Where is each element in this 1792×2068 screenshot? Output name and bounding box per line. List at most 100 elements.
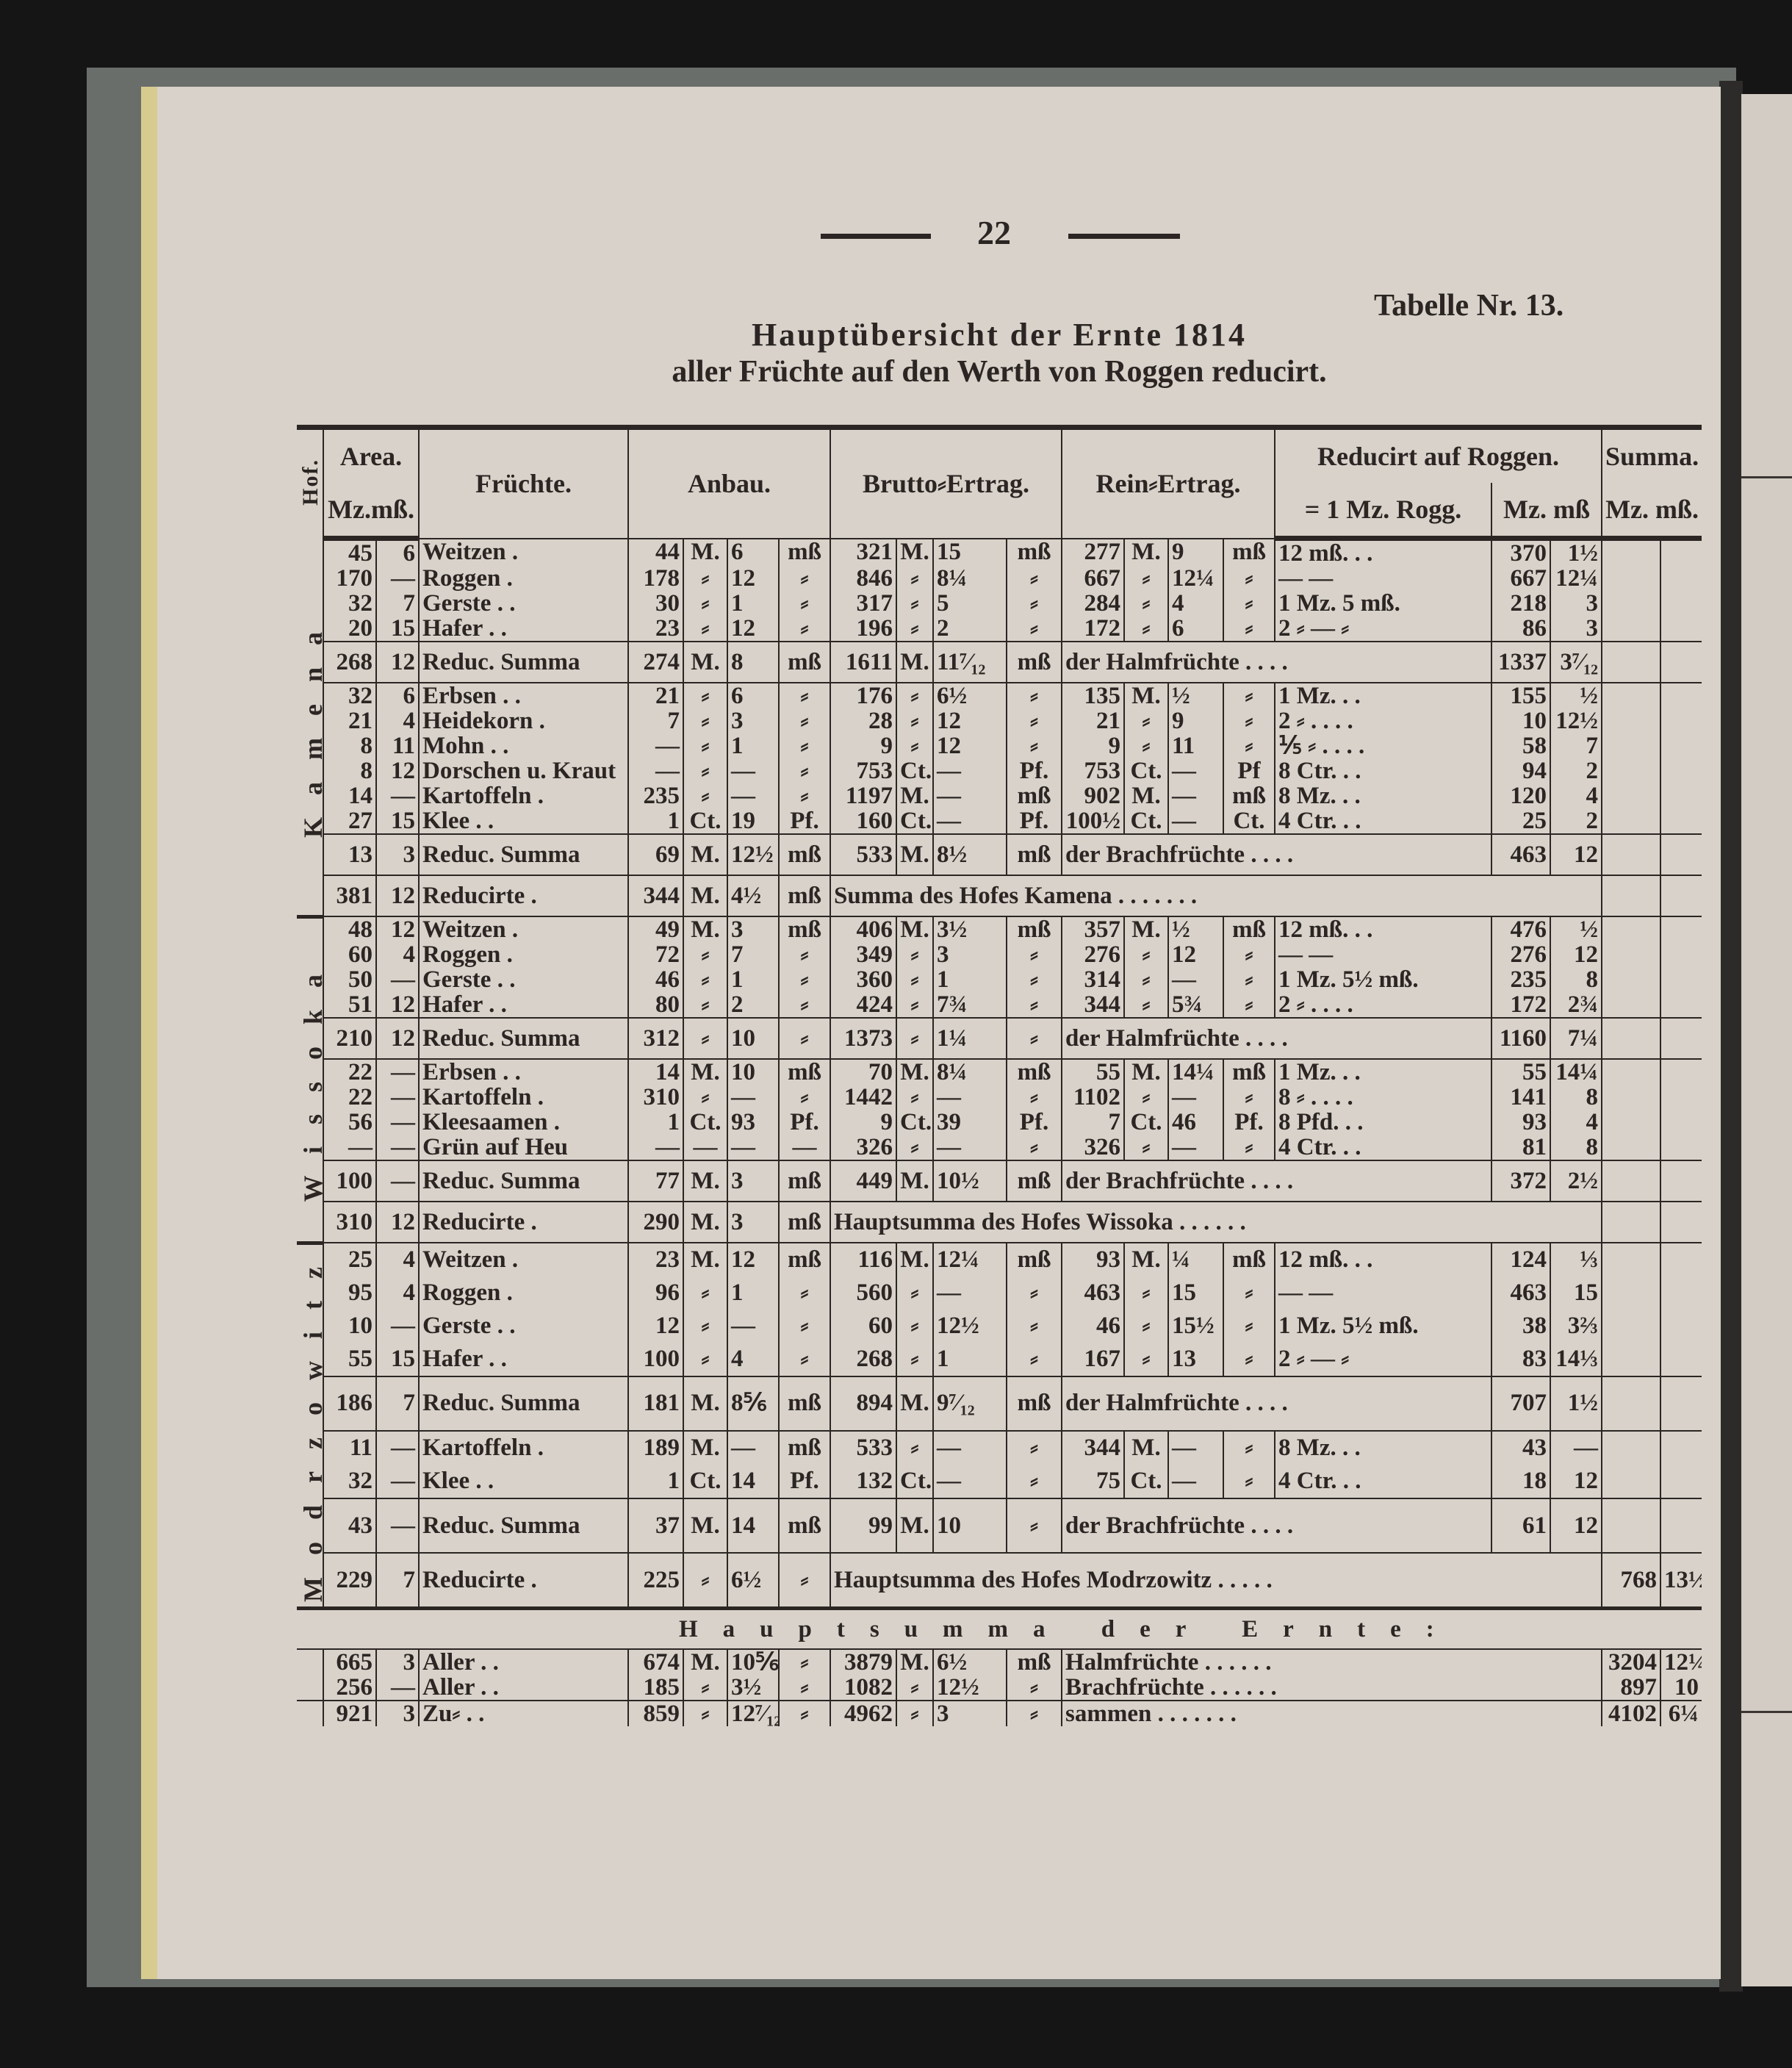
rein-unit: ⸗ <box>1123 967 1168 992</box>
anbau-amount: — <box>627 1135 683 1160</box>
anbau-subunit: ⸗ <box>778 783 830 808</box>
rein-unit: ⸗ <box>1123 1342 1168 1376</box>
reduced-mz: 25 <box>1491 808 1551 834</box>
anbau-subunit: ⸗ <box>778 566 830 591</box>
brutto-unit: ⸗ <box>896 1085 933 1110</box>
rein-subunit: ⸗ <box>1222 992 1275 1018</box>
anbau-amount: 185 <box>627 1675 683 1701</box>
rein-amount: 172 <box>1061 616 1124 642</box>
table-row: 8 12 Dorschen u. Kraut — ⸗ — ⸗ 753 Ct. — Pf. 753 Ct.… <box>297 758 1702 783</box>
crop-name: Erbsen . . <box>418 1058 628 1085</box>
anbau-fraction: 12⁷⁄₁₂ <box>727 1700 779 1727</box>
summa-ms <box>1660 1201 1702 1243</box>
hof-cell: Wissoka <box>297 914 323 1243</box>
reduced-mz: 172 <box>1491 992 1551 1018</box>
brutto-amount: 846 <box>830 566 896 591</box>
reduced-ms: 3⅔ <box>1550 1310 1602 1343</box>
summa-label: Reduc. Summa <box>418 1017 628 1059</box>
anbau-amount: 181 <box>627 1376 683 1431</box>
area-mz: 8 <box>323 733 376 758</box>
brutto-subunit: ⸗ <box>1006 1700 1062 1727</box>
brutto-fraction: 5 <box>932 591 1007 616</box>
rein-subunit: ⸗ <box>1222 1465 1275 1499</box>
anbau-unit: M. <box>683 1648 727 1676</box>
rein-fraction: 15 <box>1167 1277 1223 1310</box>
reduced-mz: 120 <box>1491 783 1551 808</box>
anbau-amount: 23 <box>627 616 683 642</box>
reduced-mz: 235 <box>1491 967 1551 992</box>
anbau-amount: 1 <box>627 808 683 834</box>
brutto-subunit: mß <box>1006 1648 1062 1676</box>
reduced-mz: 463 <box>1491 1277 1551 1310</box>
summa-mz <box>1601 783 1661 808</box>
anbau-unit: ⸗ <box>683 1675 727 1701</box>
anbau-unit: Ct. <box>683 1110 727 1135</box>
summa-mz <box>1601 1135 1661 1160</box>
summa-mz <box>1601 682 1661 708</box>
anbau-amount: 46 <box>627 967 683 992</box>
area-ms: — <box>375 1465 419 1499</box>
anbau-subunit: mß <box>778 537 830 566</box>
summa-ms <box>1660 1058 1702 1085</box>
brutto-unit: ⸗ <box>896 942 933 967</box>
anbau-amount: 344 <box>627 875 683 916</box>
summa-mz <box>1601 1017 1661 1059</box>
brutto-unit: ⸗ <box>896 1017 933 1059</box>
anbau-unit: ⸗ <box>683 1017 727 1059</box>
anbau-unit: ⸗ <box>683 566 727 591</box>
rein-fraction: — <box>1167 1465 1223 1499</box>
reduction-rate: — — <box>1274 566 1492 591</box>
brutto-unit: ⸗ <box>896 566 933 591</box>
hof-total-row: 229 7 Reducirte . 225 ⸗ 6½ ⸗ Hauptsumma des Hof… <box>297 1552 1702 1609</box>
anbau-amount: 44 <box>627 537 683 566</box>
summa-ms <box>1660 1135 1702 1160</box>
rein-amount: 314 <box>1061 967 1124 992</box>
crop-name: Kartoffeln . <box>418 1085 628 1110</box>
rein-amount: 46 <box>1061 1310 1124 1343</box>
rein-amount: 344 <box>1061 1429 1124 1465</box>
summa-ms <box>1660 591 1702 616</box>
anbau-fraction: 4½ <box>727 875 779 916</box>
rein-fraction: 12 <box>1167 942 1223 967</box>
anbau-unit: Ct. <box>683 808 727 834</box>
anbau-fraction: — <box>727 1429 779 1465</box>
anbau-amount: 100 <box>627 1342 683 1376</box>
anbau-subunit: mß <box>778 1498 830 1554</box>
rein-fraction: 4 <box>1167 591 1223 616</box>
header-reducirt: Reducirt auf Roggen. <box>1274 425 1602 483</box>
brutto-fraction: — <box>932 783 1007 808</box>
anbau-fraction: 6 <box>727 537 779 566</box>
rein-unit: ⸗ <box>1123 1085 1168 1110</box>
table-row: 50— Gerste . . 46 ⸗ 1 ⸗ 360 ⸗ 1 ⸗ 314 ⸗ — ⸗ 1 Mz. 5½ m… <box>297 967 1702 992</box>
area-mz: 32 <box>323 682 376 708</box>
brutto-amount: 349 <box>830 942 896 967</box>
rein-unit: ⸗ <box>1123 942 1168 967</box>
summa-text: der Brachfrüchte . . . . <box>1060 833 1492 875</box>
brutto-fraction: 6½ <box>932 1648 1007 1676</box>
anbau-fraction: 12½ <box>727 833 779 875</box>
rein-subunit: Ct. <box>1222 808 1275 834</box>
anbau-amount: 21 <box>627 682 683 708</box>
brutto-amount: 160 <box>830 808 896 834</box>
anbau-subunit: ⸗ <box>778 1342 830 1376</box>
reduced-mz: 276 <box>1491 942 1551 967</box>
summa-ms <box>1660 1465 1702 1499</box>
rein-amount: 1102 <box>1061 1085 1124 1110</box>
summa-row: 100— Reduc. Summa 77 M. 3 mß 449 M. 10½ mß der Bra… <box>297 1160 1702 1202</box>
brutto-subunit: ⸗ <box>1006 1310 1062 1343</box>
rein-unit: ⸗ <box>1123 1310 1168 1343</box>
header-area: Area. <box>323 425 419 483</box>
reduced-mz: 124 <box>1491 1241 1551 1277</box>
table-subtitle: aller Früchte auf den Werth von Roggen r… <box>672 355 1327 389</box>
rein-subunit: mß <box>1222 783 1275 808</box>
rein-fraction: — <box>1167 808 1223 834</box>
table-row: 60 4 Roggen . 72 ⸗ 7 ⸗ 349 ⸗ 3 ⸗ 276 ⸗ 12 ⸗ — —276 12 <box>297 942 1702 967</box>
summa-ms: 10 <box>1660 1675 1702 1701</box>
area-mz: 32 <box>323 591 376 616</box>
rein-amount: 7 <box>1061 1110 1124 1135</box>
anbau-subunit: mß <box>778 833 830 875</box>
crop-name: Gerste . . <box>418 967 628 992</box>
reduced-mz: 93 <box>1491 1110 1551 1135</box>
reduced-ms: 14⅓ <box>1550 1342 1602 1376</box>
summa-mz <box>1601 708 1661 733</box>
